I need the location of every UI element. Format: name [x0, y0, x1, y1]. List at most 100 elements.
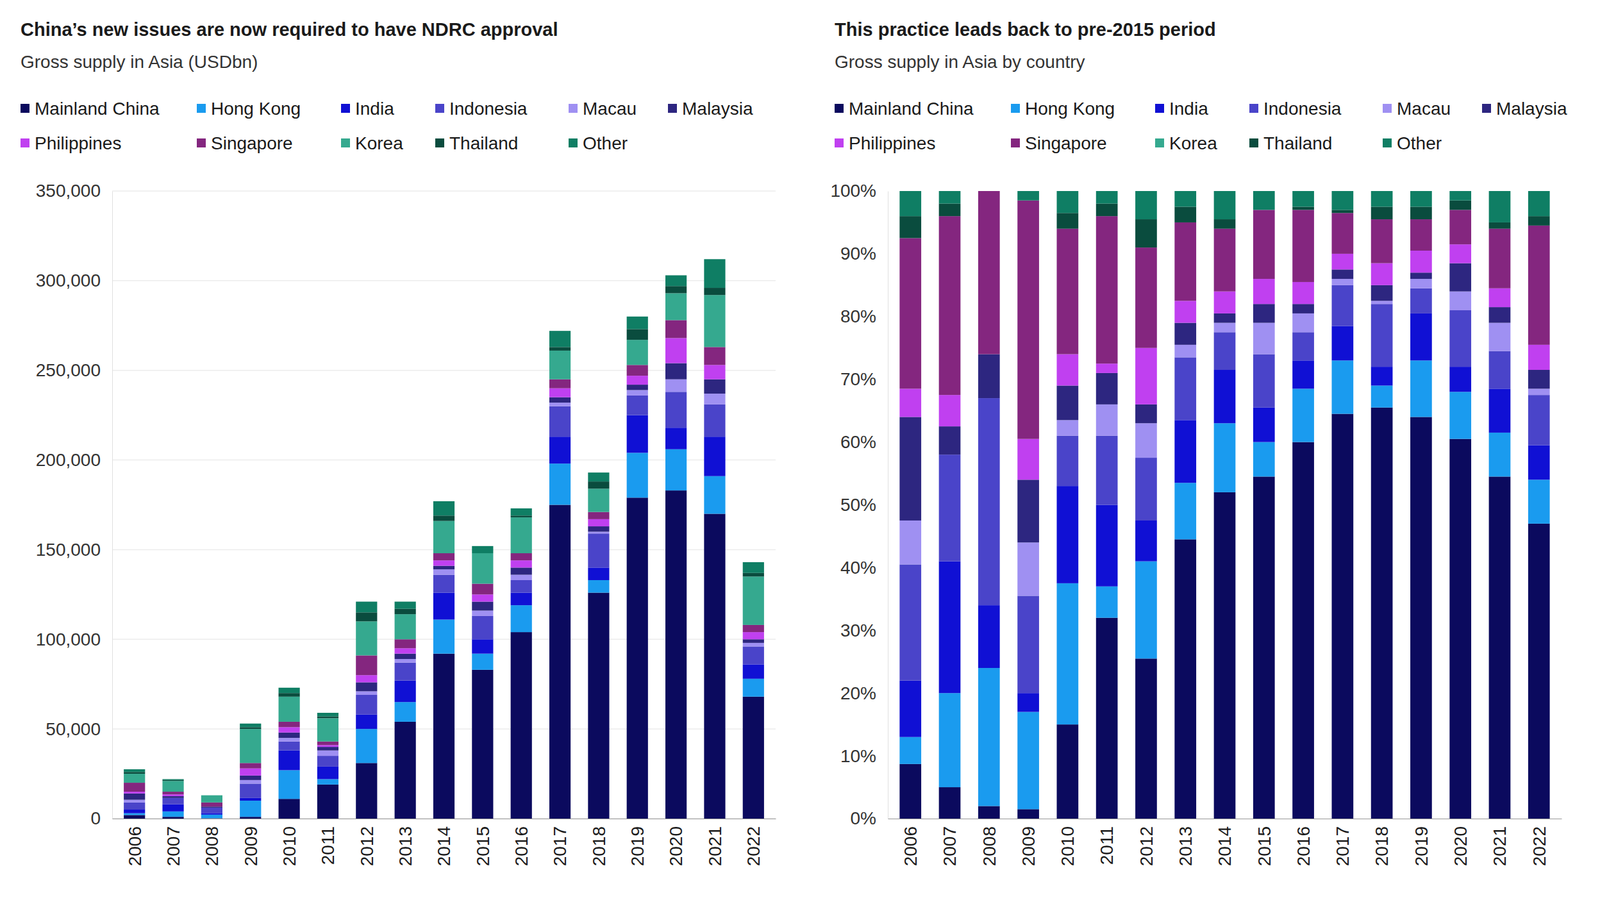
- bar: [703, 436, 725, 477]
- legend-label: Macau: [1396, 98, 1451, 119]
- bar: [665, 285, 687, 293]
- legend-item: India: [341, 98, 395, 119]
- bar: [317, 716, 339, 719]
- bar: [278, 750, 300, 771]
- bar: [626, 452, 649, 498]
- bar: [123, 791, 145, 794]
- tick-label: 0%: [850, 808, 877, 829]
- legend-swatch: [834, 103, 844, 113]
- x-axis: 2006200720082009201020112012201320142015…: [112, 818, 777, 867]
- bar: [394, 608, 417, 615]
- bar: [1253, 442, 1275, 477]
- bar: [317, 766, 339, 780]
- tick: 100,000: [35, 629, 113, 650]
- bar: [703, 294, 725, 347]
- bar: [1292, 191, 1315, 207]
- tick: 2009: [1018, 818, 1039, 867]
- bar: [1371, 300, 1393, 304]
- tick: 2017: [550, 818, 570, 867]
- legend-label: Other: [582, 133, 628, 154]
- tick: 2007: [163, 818, 184, 867]
- bar: [665, 363, 687, 380]
- bar: [626, 389, 649, 395]
- bar: [123, 769, 145, 772]
- tick: 2015: [473, 818, 493, 867]
- bar: [1489, 222, 1511, 229]
- bar: [665, 427, 687, 450]
- bar: [433, 553, 455, 561]
- tick: 2018: [589, 818, 609, 867]
- bar: [1371, 219, 1393, 264]
- bar: [1174, 344, 1197, 358]
- bar: [1528, 191, 1550, 217]
- bar: [626, 328, 649, 340]
- bar: [278, 737, 300, 742]
- bar: [1489, 191, 1511, 223]
- bar: [939, 454, 961, 561]
- bar: [1331, 191, 1354, 210]
- legend-swatch: [196, 138, 206, 148]
- series: [123, 319, 765, 807]
- tick: 2008: [201, 818, 222, 867]
- legend-item: Mainland China: [834, 98, 974, 119]
- tick: 30%: [840, 620, 888, 641]
- bar: [549, 330, 571, 347]
- bar: [742, 562, 765, 574]
- bar: [1057, 435, 1079, 486]
- bar: [1253, 191, 1275, 210]
- series: [123, 363, 765, 808]
- bar: [1214, 492, 1236, 819]
- bar: [1371, 191, 1393, 207]
- bar: [742, 646, 765, 665]
- bar: [1528, 225, 1550, 345]
- bar: [1528, 388, 1550, 395]
- bar: [1449, 209, 1472, 245]
- bar: [510, 515, 533, 518]
- legend-label: India: [355, 98, 395, 119]
- tick: 2014: [1214, 818, 1235, 867]
- bar: [978, 191, 1000, 192]
- bar: [1017, 479, 1040, 543]
- bar: [433, 560, 455, 566]
- bar: [355, 728, 377, 763]
- bar: [665, 449, 687, 491]
- bar: [1214, 219, 1236, 229]
- bar: [899, 564, 922, 681]
- bar: [742, 642, 765, 647]
- legend-swatch: [341, 103, 350, 113]
- tick-label: 2008: [201, 826, 222, 867]
- tick-label: 20%: [840, 683, 877, 704]
- bar: [1174, 482, 1197, 540]
- bar: [587, 481, 609, 489]
- bar: [1017, 542, 1040, 596]
- tick: 2012: [1136, 818, 1157, 867]
- tick-label: 2012: [357, 826, 377, 867]
- bar: [742, 639, 765, 643]
- bar: [899, 388, 922, 417]
- legend-label: Malaysia: [682, 98, 754, 119]
- bar: [626, 497, 649, 819]
- tick: 100%: [830, 180, 888, 201]
- bar: [703, 364, 725, 379]
- bar: [1410, 313, 1433, 361]
- bar: [1214, 313, 1236, 324]
- bar: [1528, 394, 1550, 445]
- legend-item: Thailand: [435, 133, 518, 154]
- tick: 2013: [395, 818, 416, 867]
- bar: [1371, 263, 1393, 286]
- tick-label: 2020: [1450, 826, 1471, 867]
- tick: 2008: [979, 818, 1000, 867]
- bar: [549, 350, 571, 380]
- legend-swatch: [196, 103, 206, 113]
- tick-label: 50,000: [45, 719, 101, 740]
- tick-label: 50%: [840, 494, 877, 515]
- bar: [549, 436, 571, 464]
- bar: [1528, 369, 1550, 389]
- tick-label: 100%: [830, 180, 877, 201]
- bars: [123, 258, 765, 819]
- series: [899, 191, 1550, 223]
- bar: [1174, 419, 1197, 483]
- tick-label: 2021: [1489, 826, 1510, 867]
- bar: [239, 780, 261, 784]
- bar: [1331, 212, 1354, 254]
